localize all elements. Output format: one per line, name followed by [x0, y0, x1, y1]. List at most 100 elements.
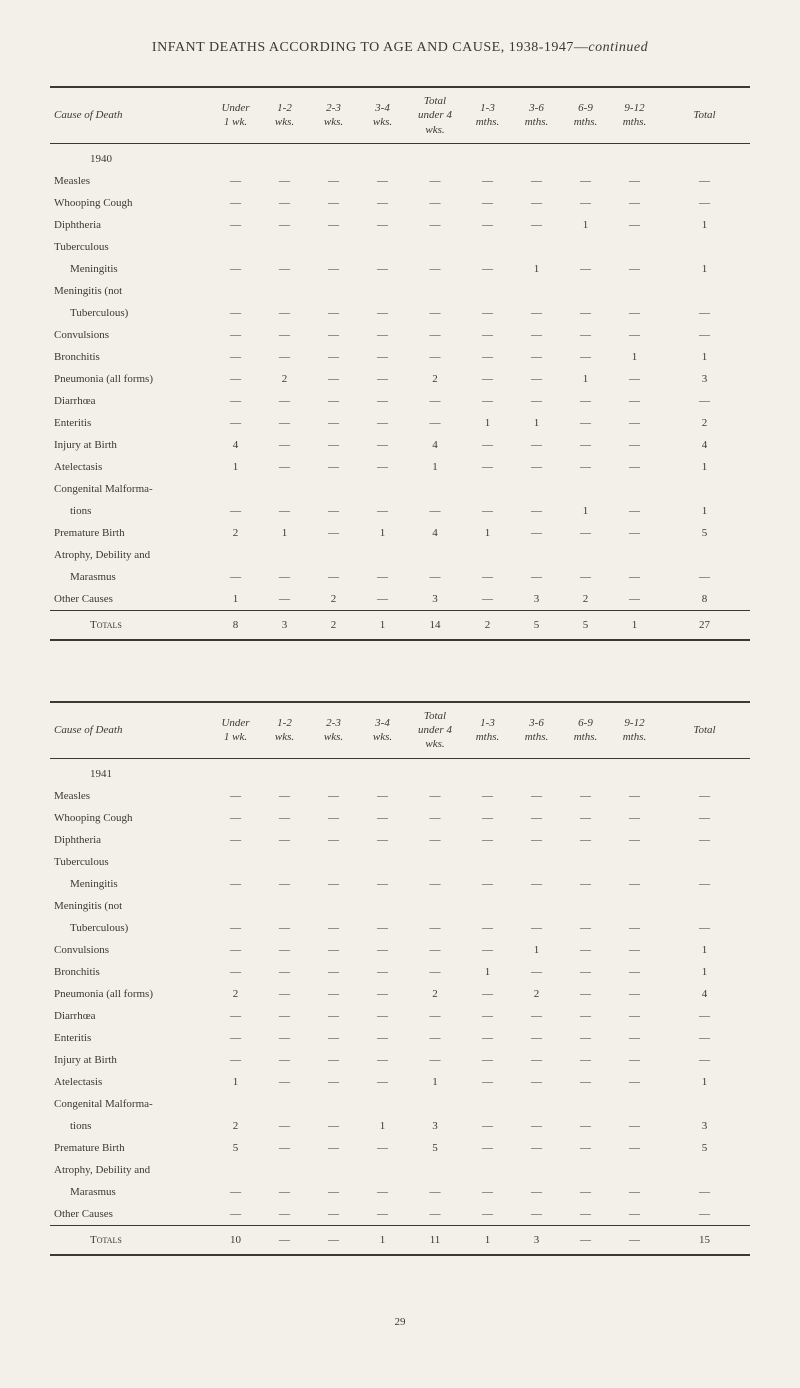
- column-header: Totalunder 4 wks.: [407, 87, 463, 143]
- data-cell: —: [358, 214, 407, 236]
- data-cell: —: [260, 917, 309, 939]
- column-header: 1-2wks.: [260, 87, 309, 143]
- totals-cell: 1: [358, 1225, 407, 1255]
- data-cell: —: [512, 302, 561, 324]
- data-cell: —: [309, 346, 358, 368]
- data-cell: —: [309, 522, 358, 544]
- data-cell: —: [463, 368, 512, 390]
- data-cell: —: [260, 829, 309, 851]
- data-cell: —: [260, 1115, 309, 1137]
- column-header: Under1 wk.: [211, 87, 260, 143]
- data-cell: —: [358, 829, 407, 851]
- data-cell: —: [407, 258, 463, 280]
- data-cell: —: [211, 324, 260, 346]
- data-cell: [512, 236, 561, 258]
- data-cell: [610, 280, 659, 302]
- column-header: Totalunder 4 wks.: [407, 702, 463, 758]
- data-cell: —: [512, 324, 561, 346]
- totals-cell: —: [260, 1225, 309, 1255]
- data-cell: —: [610, 500, 659, 522]
- data-cell: —: [561, 434, 610, 456]
- data-cell: —: [211, 170, 260, 192]
- data-cell: —: [659, 1005, 750, 1027]
- row-label: Convulsions: [50, 939, 211, 961]
- data-cell: —: [659, 1027, 750, 1049]
- data-cell: —: [358, 873, 407, 895]
- data-cell: —: [309, 456, 358, 478]
- data-cell: [463, 280, 512, 302]
- data-cell: —: [463, 1005, 512, 1027]
- data-cell: —: [512, 1049, 561, 1071]
- data-cell: —: [309, 368, 358, 390]
- data-cell: —: [610, 368, 659, 390]
- data-cell: —: [659, 829, 750, 851]
- data-cell: —: [463, 1203, 512, 1226]
- page-number: 29: [50, 1316, 750, 1328]
- data-cell: —: [561, 939, 610, 961]
- data-cell: —: [463, 588, 512, 611]
- row-label: Atelectasis: [50, 1071, 211, 1093]
- data-cell: [463, 236, 512, 258]
- data-cell: —: [211, 500, 260, 522]
- data-cell: 1: [358, 522, 407, 544]
- data-cell: [358, 1093, 407, 1115]
- data-cell: 1: [211, 1071, 260, 1093]
- data-cell: —: [260, 1005, 309, 1027]
- data-cell: 5: [211, 1137, 260, 1159]
- data-cell: —: [211, 917, 260, 939]
- data-cell: —: [211, 873, 260, 895]
- data-cell: [610, 851, 659, 873]
- data-cell: —: [309, 983, 358, 1005]
- data-cell: —: [561, 346, 610, 368]
- data-cell: —: [610, 170, 659, 192]
- data-cell: —: [358, 807, 407, 829]
- totals-cell: 11: [407, 1225, 463, 1255]
- row-label: Measles: [50, 170, 211, 192]
- data-cell: —: [659, 170, 750, 192]
- data-cell: 3: [512, 588, 561, 611]
- totals-cell: 5: [512, 610, 561, 640]
- data-cell: —: [358, 917, 407, 939]
- data-cell: [610, 544, 659, 566]
- column-header: 2-3wks.: [309, 702, 358, 758]
- data-cell: —: [407, 412, 463, 434]
- data-cell: —: [610, 566, 659, 588]
- data-cell: —: [561, 917, 610, 939]
- data-cell: —: [211, 961, 260, 983]
- totals-cell: 2: [463, 610, 512, 640]
- data-cell: [407, 544, 463, 566]
- data-cell: —: [309, 258, 358, 280]
- data-cell: —: [610, 873, 659, 895]
- data-cell: 3: [659, 1115, 750, 1137]
- data-cell: —: [309, 302, 358, 324]
- data-cell: —: [407, 302, 463, 324]
- data-cell: —: [358, 1049, 407, 1071]
- data-cell: —: [512, 192, 561, 214]
- data-cell: —: [512, 390, 561, 412]
- data-cell: —: [561, 170, 610, 192]
- data-cell: —: [407, 939, 463, 961]
- row-label: Meningitis: [50, 873, 211, 895]
- data-cell: —: [309, 917, 358, 939]
- data-cell: [561, 851, 610, 873]
- data-cell: —: [561, 390, 610, 412]
- data-cell: —: [463, 829, 512, 851]
- data-cell: 1: [211, 588, 260, 611]
- data-cell: 4: [659, 434, 750, 456]
- data-cell: —: [407, 961, 463, 983]
- data-cell: —: [463, 917, 512, 939]
- data-cell: 1: [512, 939, 561, 961]
- data-cell: —: [407, 873, 463, 895]
- row-label: Convulsions: [50, 324, 211, 346]
- data-cell: —: [358, 434, 407, 456]
- column-header: 6-9mths.: [561, 87, 610, 143]
- data-cell: [512, 478, 561, 500]
- column-header: 3-6mths.: [512, 87, 561, 143]
- tables-container: Cause of DeathUnder1 wk.1-2wks.2-3wks.3-…: [50, 86, 750, 1256]
- data-cell: —: [610, 1027, 659, 1049]
- data-cell: —: [512, 500, 561, 522]
- data-cell: —: [407, 785, 463, 807]
- column-header: 9-12mths.: [610, 702, 659, 758]
- totals-label: Totals: [50, 1225, 211, 1255]
- data-cell: [309, 851, 358, 873]
